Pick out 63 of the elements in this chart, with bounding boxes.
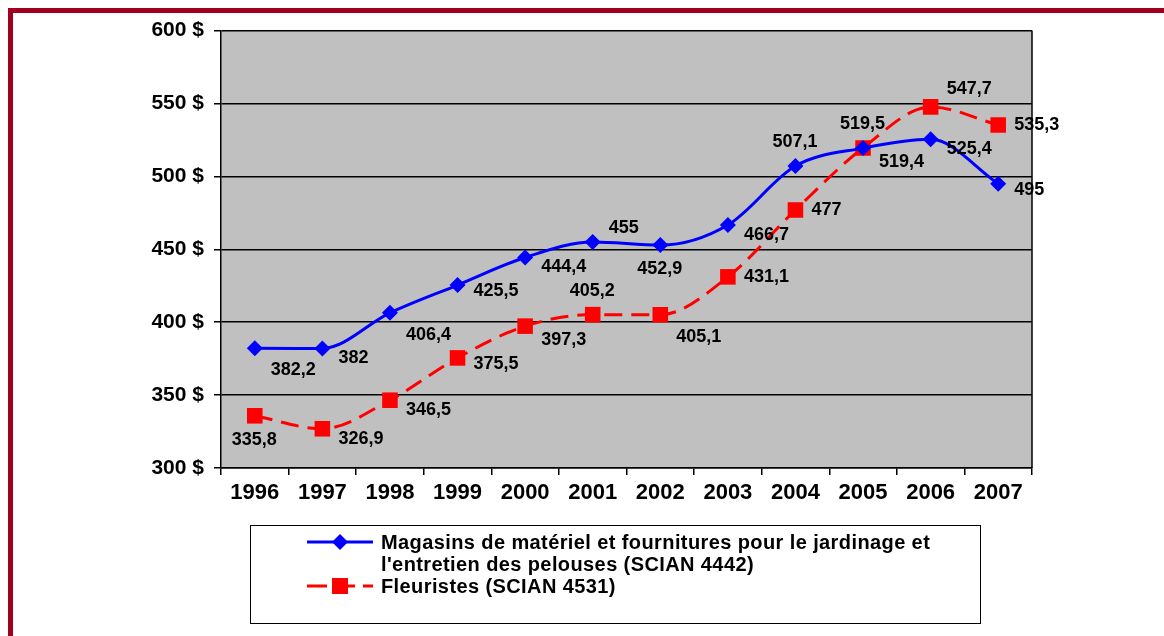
point <box>517 318 533 334</box>
x-tick-label: 2007 <box>973 479 1023 505</box>
data-label: 444,4 <box>541 256 587 277</box>
x-tick-label: 1998 <box>365 479 415 505</box>
data-label: 326,9 <box>338 427 384 448</box>
point <box>246 340 263 357</box>
y-tick-label: 500 $ <box>151 163 205 187</box>
point <box>652 306 669 323</box>
data-label: 431,1 <box>743 265 789 286</box>
point <box>719 216 736 233</box>
data-label: 397,3 <box>541 329 587 350</box>
x-tick-label: 2001 <box>568 479 618 505</box>
x-tick-label: 2006 <box>906 479 956 505</box>
data-label: 405,2 <box>569 279 615 300</box>
data-label: 382,2 <box>270 359 316 380</box>
y-tick-label: 550 $ <box>151 90 205 114</box>
data-label: 519,5 <box>840 112 886 133</box>
data-label: 477 <box>811 198 842 219</box>
data-label: 382 <box>338 347 369 368</box>
x-tick-label: 1999 <box>433 479 483 505</box>
point <box>922 99 939 115</box>
data-label: 405,1 <box>676 325 722 346</box>
x-tick-label: 1996 <box>230 479 280 505</box>
data-label: 455 <box>608 216 639 237</box>
point <box>787 202 804 218</box>
x-tick-label: 1997 <box>297 479 347 505</box>
x-tick-label: 2004 <box>770 479 821 505</box>
point <box>314 340 331 357</box>
point <box>990 175 1007 192</box>
data-label: 346,5 <box>405 399 452 420</box>
legend-label: Magasins de matériel et fournitures pour le jardinage et l'entretien des pelouses (SCIAN 4442) <box>381 531 932 575</box>
point <box>922 131 939 148</box>
y-tick-label: 350 $ <box>151 381 205 405</box>
point <box>314 421 331 437</box>
data-label: 335,8 <box>231 428 277 449</box>
y-tick-label: 600 $ <box>151 17 205 41</box>
data-label: 452,9 <box>637 258 683 279</box>
point <box>449 350 466 366</box>
point <box>652 237 669 254</box>
y-tick-label: 450 $ <box>151 236 205 260</box>
point <box>990 117 1006 133</box>
point <box>584 234 601 251</box>
x-tick-label: 2003 <box>703 479 753 505</box>
point <box>517 249 534 266</box>
point <box>584 306 601 323</box>
data-label: 547,7 <box>946 77 992 98</box>
y-tick-label: 400 $ <box>151 309 205 332</box>
point <box>381 304 398 321</box>
x-tick-label: 2000 <box>500 479 550 505</box>
data-label: 406,4 <box>405 323 452 344</box>
point <box>720 269 736 285</box>
x-tick-label: 2002 <box>635 479 685 505</box>
point <box>449 277 466 294</box>
y-tick-label: 300 $ <box>151 454 205 478</box>
x-tick-label: 2005 <box>838 479 888 505</box>
data-label: 375,5 <box>473 352 519 373</box>
legend-label: Fleuristes (SCIAN 4531) <box>381 575 617 597</box>
point <box>382 392 398 408</box>
point <box>247 408 263 424</box>
point <box>787 158 804 175</box>
data-label: 507,1 <box>772 131 818 152</box>
data-label: 519,4 <box>879 151 925 172</box>
data-label: 425,5 <box>473 279 519 300</box>
